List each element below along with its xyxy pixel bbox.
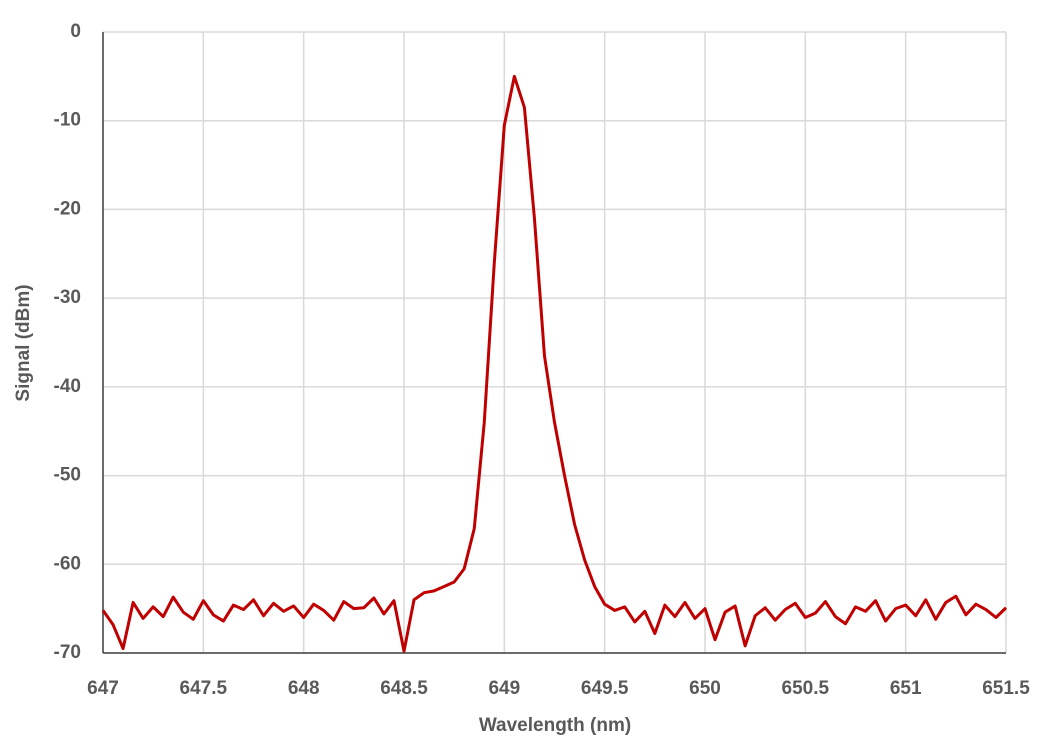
x-tick-label: 649 bbox=[488, 678, 520, 699]
x-tick-label: 648.5 bbox=[380, 678, 428, 699]
y-axis-title: Signal (dBm) bbox=[13, 284, 34, 401]
y-tick-label: -20 bbox=[54, 198, 81, 219]
x-tick-label: 649.5 bbox=[581, 678, 629, 699]
y-tick-label: 0 bbox=[70, 21, 81, 42]
y-tick-label: -30 bbox=[54, 287, 81, 308]
y-tick-label: -70 bbox=[54, 642, 81, 663]
y-tick-label: -10 bbox=[54, 110, 81, 131]
x-tick-label: 647 bbox=[87, 678, 119, 699]
x-axis-title: Wavelength (nm) bbox=[479, 715, 631, 736]
data-line bbox=[101, 74, 1008, 653]
x-tick-label: 647.5 bbox=[180, 678, 228, 699]
y-tick-label: -50 bbox=[54, 465, 81, 486]
x-tick-label: 650 bbox=[689, 678, 721, 699]
x-tick-label: 648 bbox=[288, 678, 320, 699]
x-tick-label: 650.5 bbox=[782, 678, 830, 699]
x-tick-label: 651 bbox=[890, 678, 922, 699]
y-tick-label: -40 bbox=[54, 376, 81, 397]
y-tick-label: -60 bbox=[54, 553, 81, 574]
x-tick-label: 651.5 bbox=[982, 678, 1030, 699]
